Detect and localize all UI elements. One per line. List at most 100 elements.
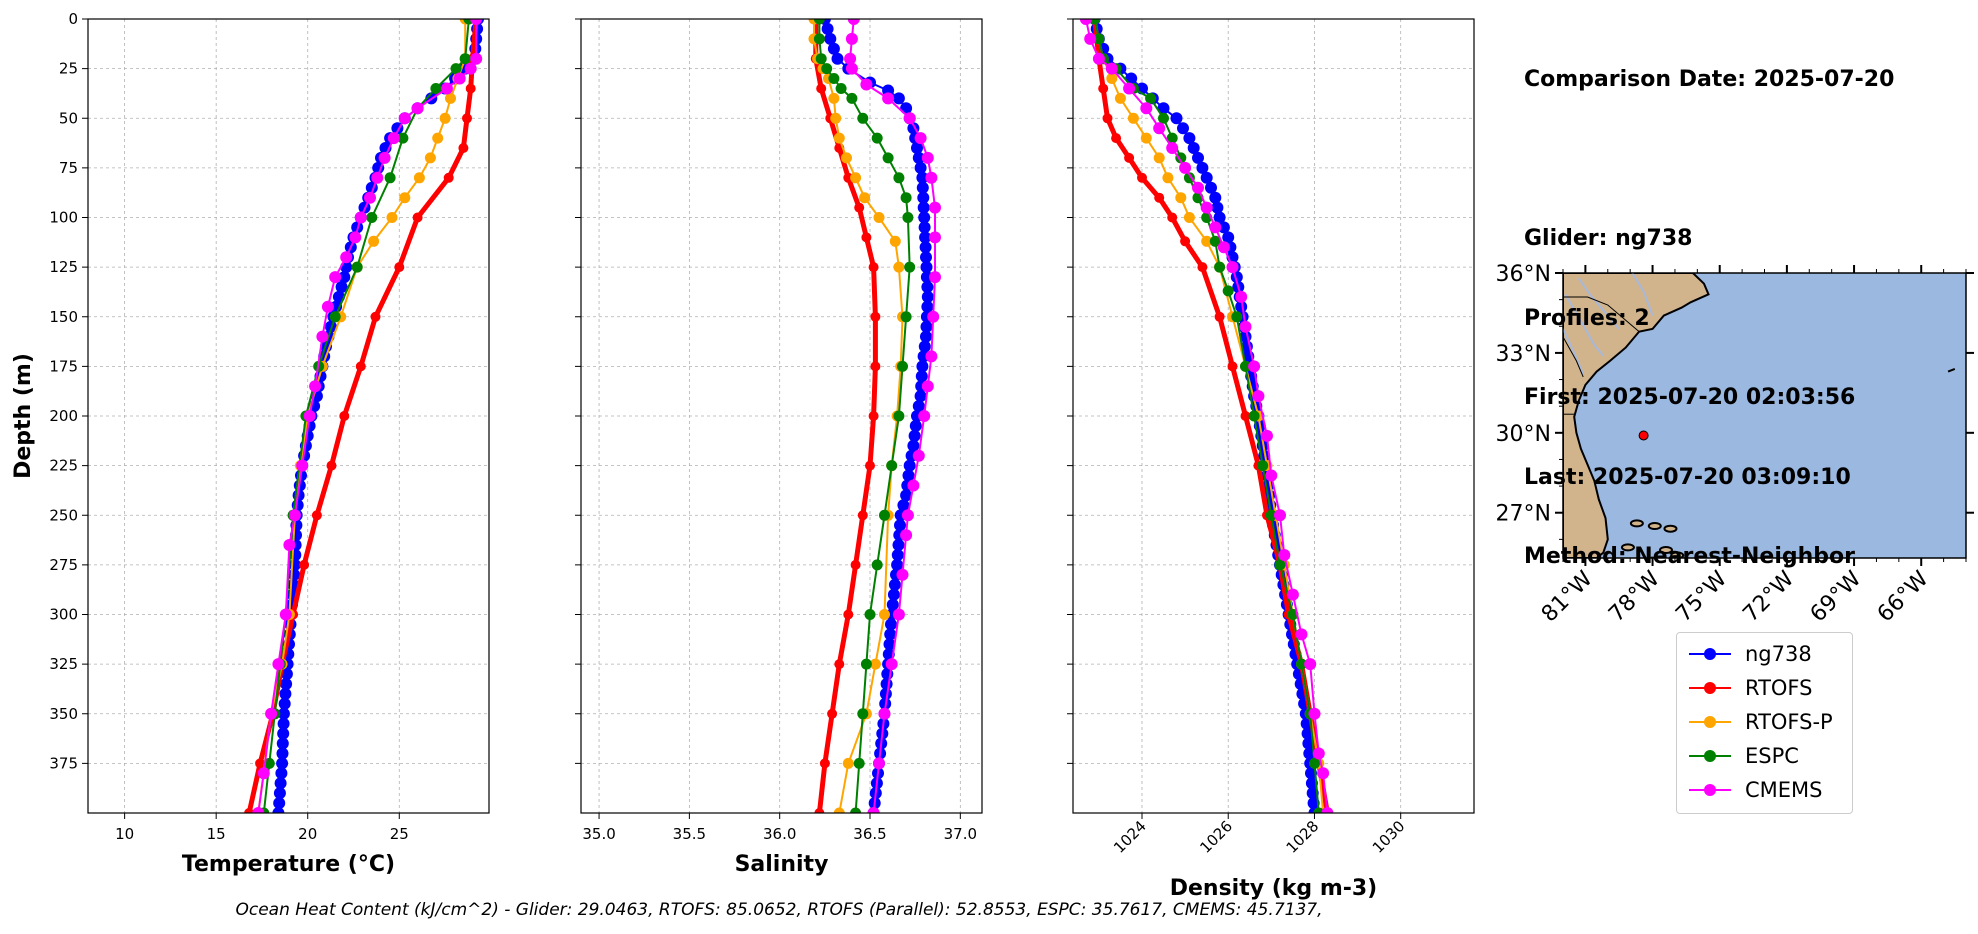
data-point-rtofs-p [879,609,890,620]
data-point-ng738 [920,330,932,343]
data-point-ng738 [272,807,285,813]
data-point-cmems [1084,32,1097,45]
data-point-ng738 [1305,767,1317,780]
data-point-ng738 [897,499,910,512]
x-tick-label: 20 [298,825,317,843]
data-point-rtofs [1214,311,1225,322]
data-point-cmems [265,707,278,720]
data-point-ng738 [827,42,840,55]
data-point-espc [886,460,898,472]
data-point-espc [1296,658,1307,670]
data-point-ng738 [1200,171,1213,184]
glider-location-marker [1638,430,1649,441]
data-point-espc [897,360,908,372]
data-point-cmems [1140,102,1153,115]
data-point-cmems [901,509,914,522]
data-point-rtofs [857,510,868,521]
data-point-rtofs [1098,83,1109,94]
data-point-ng738 [1235,300,1248,313]
data-point-ng738 [273,787,286,800]
data-point-rtofs [1227,361,1238,372]
data-point-ng738 [1196,161,1209,174]
legend-item-cmems: CMEMS [1685,775,1845,805]
y-tick-label: 275 [49,556,78,574]
data-point-ng738 [887,588,900,601]
data-point-ng738 [920,261,933,274]
data-point-rtofs-p [1183,212,1195,223]
x-tick-label: 35.0 [582,825,615,843]
data-point-rtofs-p [889,235,901,247]
data-point-ng738 [894,519,906,532]
data-point-ng738 [917,201,930,214]
y-tick-label: 325 [49,655,78,673]
data-point-cmems [309,380,322,393]
data-point-espc [813,33,825,45]
data-point-espc [821,63,833,75]
first-time: First: 2025-07-20 02:03:56 [1524,385,1856,410]
data-point-rtofs-p [1127,112,1139,124]
data-point-ng738 [1183,132,1196,145]
data-point-ng738 [919,231,932,244]
data-point-cmems [296,459,309,472]
data-point-espc [857,708,869,720]
data-point-rtofs [370,311,381,322]
data-point-cmems [845,62,858,75]
data-point-espc [882,152,894,164]
data-point-rtofs [1111,133,1122,144]
data-point-rtofs-p [399,192,411,204]
y-tick-label: 175 [49,357,78,375]
data-point-ng738 [1222,231,1235,244]
data-point-ng738 [1305,777,1318,790]
data-point-cmems [1105,62,1118,75]
data-point-ng738 [916,171,929,184]
data-point-rtofs-p [842,757,854,769]
data-point-espc [900,311,912,323]
data-point-ng738 [886,598,899,611]
data-point-ng738 [909,419,922,432]
data-point-cmems [1200,201,1213,214]
data-point-espc [1257,460,1269,472]
data-point-rtofs-p [833,132,845,144]
data-point-ng738 [1192,151,1204,164]
data-point-rtofs-p [368,235,380,247]
data-point-cmems [371,171,384,184]
bahamas-island [1629,519,1644,528]
data-point-cmems [873,757,885,770]
x-tick-label: 1028 [1283,817,1323,857]
data-point-espc [1231,311,1243,323]
data-point-cmems [453,72,466,85]
data-point-ng738 [921,281,934,293]
y-tick-label: 50 [59,109,78,127]
data-point-rtofs [1197,262,1208,273]
data-point-espc [1209,235,1221,247]
data-point-ng738 [921,290,934,303]
data-point-cmems [1179,161,1192,174]
data-point-ng738 [280,678,293,690]
legend-label: ng738 [1745,642,1812,666]
data-point-rtofs [1180,236,1191,247]
data-point-espc [1158,112,1169,124]
data-point-ng738 [1170,112,1183,125]
data-point-cmems [885,658,898,671]
data-point-rtofs [465,83,476,94]
comparison-date: Comparison Date: 2025-07-20 [1524,67,1895,92]
data-point-cmems [387,132,400,145]
data-point-ng738 [278,697,291,710]
data-point-cmems [411,102,424,115]
data-point-ng738 [879,687,892,700]
x-axis-label: Salinity [735,852,829,877]
data-point-ng738 [884,628,897,641]
data-point-espc [1166,132,1178,144]
data-point-espc [450,63,462,75]
data-point-cmems [1261,429,1273,442]
y-tick-label: 75 [59,159,78,177]
data-point-ng738 [888,578,901,591]
data-point-cmems [1092,52,1105,65]
data-point-cmems [1308,707,1321,720]
data-point-cmems [925,171,938,184]
bermuda [1947,367,1956,373]
data-point-ng738 [821,22,834,35]
data-point-cmems [283,539,296,551]
x-axis-label: Temperature (°C) [182,852,395,877]
data-point-espc [1309,757,1320,769]
